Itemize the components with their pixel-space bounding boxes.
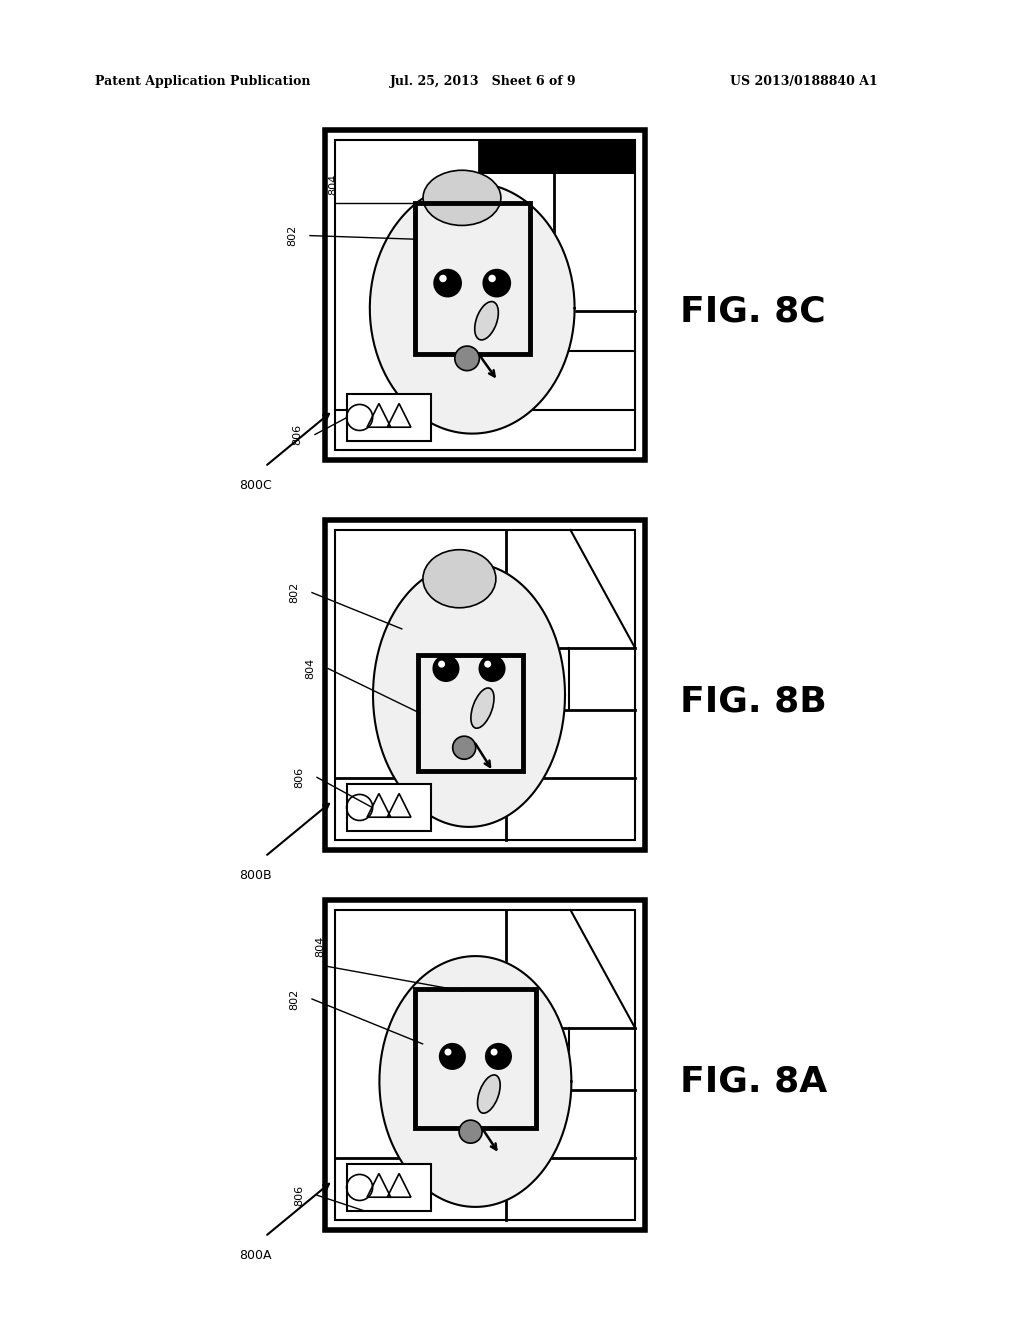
Circle shape <box>483 269 510 297</box>
Text: 806: 806 <box>292 424 302 445</box>
Circle shape <box>486 1044 511 1069</box>
Bar <box>479 140 635 174</box>
Ellipse shape <box>477 1074 500 1113</box>
Bar <box>325 129 645 459</box>
Bar <box>347 784 431 830</box>
Text: 800A: 800A <box>239 1249 271 1262</box>
Text: 804: 804 <box>305 657 315 678</box>
Text: 806: 806 <box>294 767 304 788</box>
Ellipse shape <box>423 549 496 607</box>
Text: 804: 804 <box>315 936 325 957</box>
Circle shape <box>488 275 496 282</box>
Ellipse shape <box>475 301 499 341</box>
Polygon shape <box>380 956 571 1206</box>
Bar <box>325 900 645 1230</box>
Bar <box>325 520 645 850</box>
Text: 800C: 800C <box>239 479 271 491</box>
Circle shape <box>440 1044 465 1069</box>
Text: Patent Application Publication: Patent Application Publication <box>95 75 310 88</box>
Bar <box>347 1164 431 1210</box>
Circle shape <box>455 346 479 371</box>
Text: 806: 806 <box>294 1184 304 1205</box>
Bar <box>418 655 523 771</box>
Bar <box>335 140 635 450</box>
Text: Jul. 25, 2013   Sheet 6 of 9: Jul. 25, 2013 Sheet 6 of 9 <box>390 75 577 88</box>
Text: FIG. 8C: FIG. 8C <box>680 294 825 329</box>
Text: FIG. 8B: FIG. 8B <box>680 685 826 718</box>
Circle shape <box>433 656 459 681</box>
Circle shape <box>459 1121 482 1143</box>
Circle shape <box>490 1048 498 1056</box>
Bar <box>335 531 635 840</box>
Bar <box>335 909 635 1220</box>
Circle shape <box>453 737 476 759</box>
Circle shape <box>434 269 461 297</box>
Circle shape <box>479 656 505 681</box>
Text: 804: 804 <box>328 174 338 195</box>
Circle shape <box>438 660 445 668</box>
Bar <box>415 202 529 354</box>
Text: 802: 802 <box>289 989 299 1010</box>
Ellipse shape <box>423 170 501 226</box>
Text: 802: 802 <box>289 582 299 603</box>
Bar <box>347 395 431 441</box>
Text: US 2013/0188840 A1: US 2013/0188840 A1 <box>730 75 878 88</box>
Circle shape <box>444 1048 452 1056</box>
Circle shape <box>484 660 492 668</box>
Bar <box>415 989 537 1127</box>
Polygon shape <box>373 562 565 826</box>
Circle shape <box>439 275 446 282</box>
Text: FIG. 8A: FIG. 8A <box>680 1064 827 1098</box>
Polygon shape <box>370 182 574 433</box>
Ellipse shape <box>471 688 494 729</box>
Text: 800B: 800B <box>239 869 271 882</box>
Text: 802: 802 <box>287 224 297 247</box>
